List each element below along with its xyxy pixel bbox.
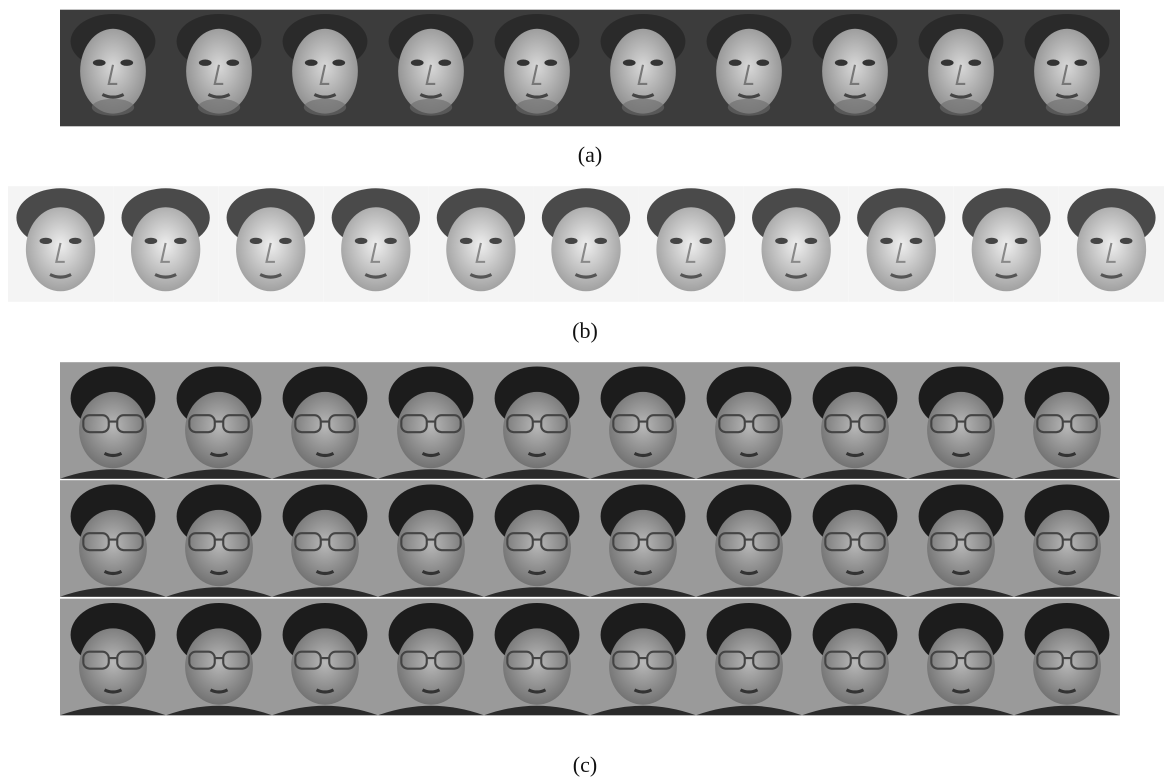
face-image [378,8,484,128]
face-image [272,8,378,128]
face-image [802,362,908,479]
face-image [166,480,272,597]
face-image [638,185,744,303]
face-image [908,598,1014,716]
face-image [908,8,1014,128]
face-image [696,8,802,128]
face-image [484,362,590,479]
face-image [378,598,484,716]
face-image [1014,598,1120,716]
panel-label: (a) [578,142,602,167]
panel-label: (c) [573,752,597,777]
face-image [696,362,802,479]
face-image [908,480,1014,597]
face-image [166,598,272,716]
face-image [166,362,272,479]
face-image [1014,8,1120,128]
face-images [8,8,1165,716]
face-image [272,480,378,597]
face-image [60,8,166,128]
face-image [590,8,696,128]
face-image [484,480,590,597]
face-image [323,185,429,303]
face-image [908,362,1014,479]
face-image [1014,362,1120,479]
face-image [590,480,696,597]
face-image [378,480,484,597]
face-image [60,480,166,597]
face-image [218,185,324,303]
face-image [484,8,590,128]
face-image [8,185,114,303]
face-image [590,598,696,716]
face-image [1058,185,1165,303]
face-image [533,185,639,303]
face-image [1014,480,1120,597]
face-image [60,598,166,716]
face-image [590,362,696,479]
face-image [696,598,802,716]
face-image [848,185,954,303]
face-image [696,480,802,597]
face-image [378,362,484,479]
face-image [60,362,166,479]
face-image [272,362,378,479]
face-image [272,598,378,716]
face-image [802,598,908,716]
face-image [802,480,908,597]
face-image [484,598,590,716]
face-image [166,8,272,128]
face-image [428,185,534,303]
panel-label: (b) [572,318,598,343]
face-image [953,185,1059,303]
face-image [113,185,219,303]
face-image [802,8,908,128]
face-image [743,185,849,303]
